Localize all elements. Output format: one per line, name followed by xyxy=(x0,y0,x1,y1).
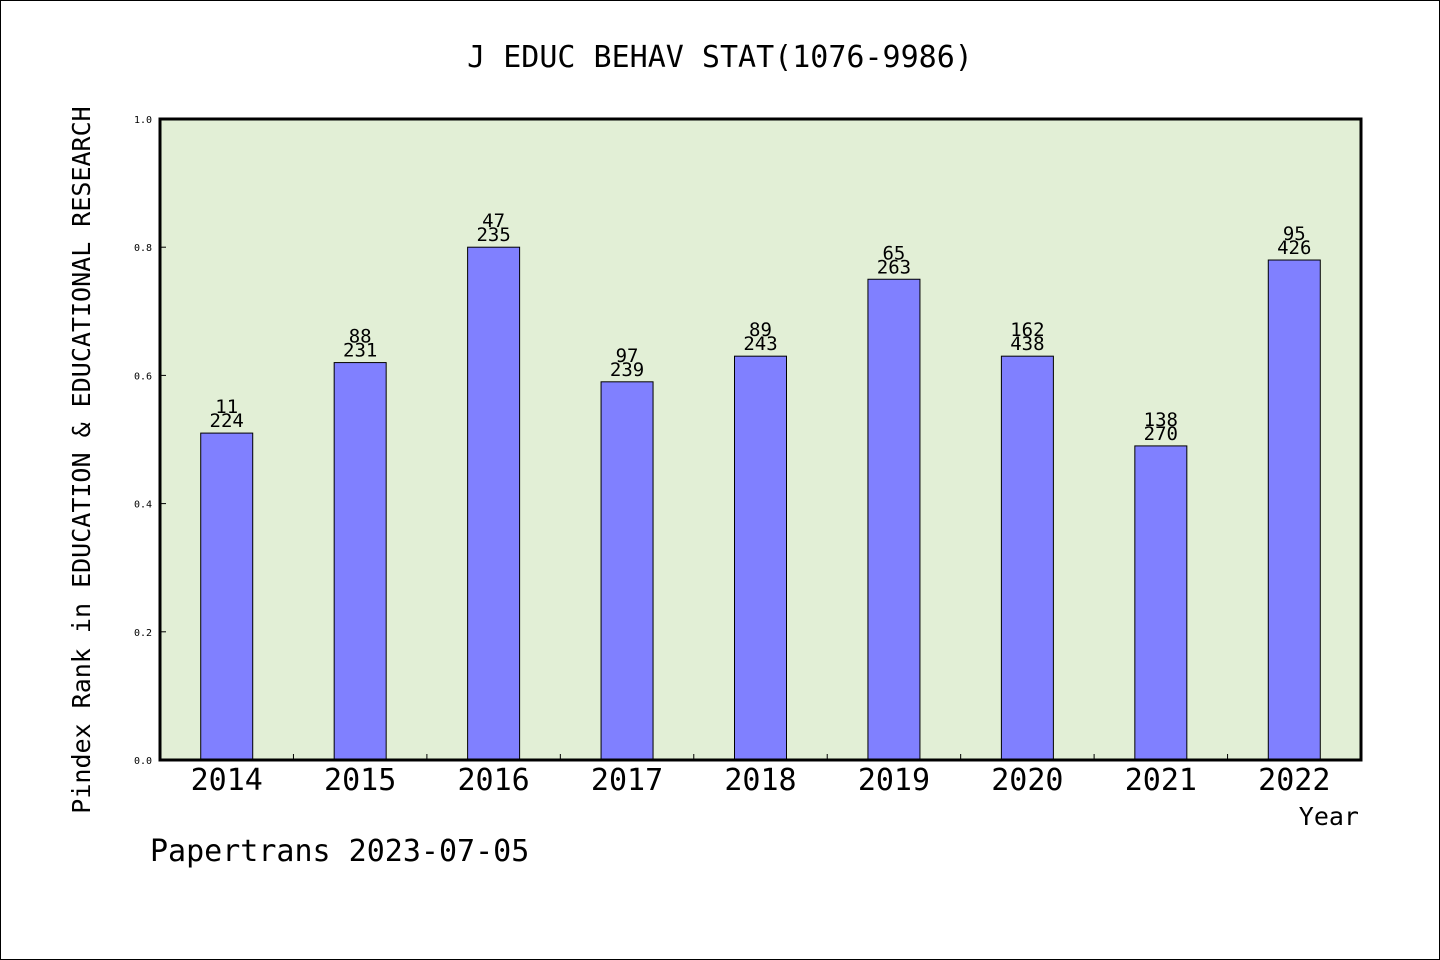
y-tick-label: 0.2 xyxy=(134,628,152,639)
x-tick-label: 2022 xyxy=(1258,763,1330,798)
x-axis-label: Year xyxy=(1299,802,1359,831)
bar-2022 xyxy=(1267,259,1321,761)
x-tick-label: 2016 xyxy=(457,763,529,798)
x-axis-ticks: 2014 2015 2016 2017 2018 2019 2020 2021 2022 xyxy=(191,754,1330,798)
bar-2018 xyxy=(734,355,787,761)
bar-total-label: 438 xyxy=(1010,333,1044,355)
bar-rank-label: 95 xyxy=(1283,223,1306,245)
y-tick-label: 0.4 xyxy=(134,500,152,511)
bar-total-label: 235 xyxy=(476,224,510,246)
bar-2016 xyxy=(467,246,521,761)
bar-total-label: 243 xyxy=(743,333,777,355)
bar-rank-label: 47 xyxy=(482,210,505,232)
bar-2021 xyxy=(1134,445,1188,761)
x-tick-label: 2015 xyxy=(324,763,396,798)
bar-rank-label: 65 xyxy=(882,242,905,264)
y-tick-label: 0.6 xyxy=(134,371,152,382)
x-tick-label: 2017 xyxy=(591,763,663,798)
y-tick-label: 0.0 xyxy=(134,756,152,767)
bar-total-label: 263 xyxy=(877,256,911,278)
plot-border xyxy=(158,117,1363,762)
x-tick-label: 2020 xyxy=(991,763,1063,798)
bar-rank-label: 97 xyxy=(616,345,639,367)
y-axis-label: Pindex Rank in EDUCATION & EDUCATIONAL R… xyxy=(67,106,96,813)
bar-rank-label: 88 xyxy=(349,326,372,348)
bar-2017 xyxy=(600,381,654,761)
footer-source: Papertrans 2023-07-05 xyxy=(150,834,530,869)
bar-total-label: 426 xyxy=(1277,237,1311,259)
bar-rank-label: 162 xyxy=(1010,319,1044,341)
x-tick-label: 2021 xyxy=(1125,763,1197,798)
x-tick-label: 2014 xyxy=(191,763,263,798)
y-tick-label: 0.8 xyxy=(134,243,152,254)
bar-total-label: 231 xyxy=(343,340,377,362)
bar-2014 xyxy=(200,432,254,761)
bar-2020 xyxy=(1000,355,1054,761)
bar-total-label: 270 xyxy=(1144,423,1178,445)
x-tick-label: 2018 xyxy=(724,763,796,798)
chart-title: J EDUC BEHAV STAT(1076-9986) xyxy=(467,40,973,75)
bar-2019 xyxy=(867,278,921,761)
bar-rank-label: 11 xyxy=(215,396,238,418)
bar-total-label: 239 xyxy=(610,359,644,381)
bar-2015 xyxy=(333,362,387,761)
x-tick-label: 2019 xyxy=(858,763,930,798)
bar-rank-label: 89 xyxy=(749,319,772,341)
y-tick-label: 1.0 xyxy=(134,115,152,126)
bar-total-label: 224 xyxy=(210,410,244,432)
bar-rank-label: 138 xyxy=(1144,409,1178,431)
